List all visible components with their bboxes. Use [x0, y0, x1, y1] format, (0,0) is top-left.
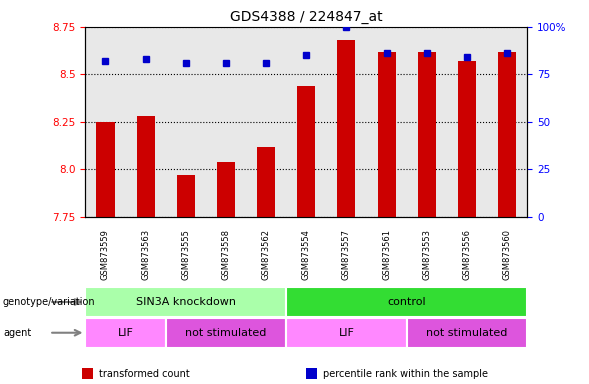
Title: GDS4388 / 224847_at: GDS4388 / 224847_at — [230, 10, 383, 25]
Bar — [286, 287, 527, 317]
Bar — [166, 318, 286, 348]
Bar — [85, 287, 286, 317]
Bar — [458, 61, 476, 217]
Text: SIN3A knockdown: SIN3A knockdown — [136, 297, 236, 307]
Text: GSM873561: GSM873561 — [382, 229, 391, 280]
Text: transformed count: transformed count — [99, 369, 190, 379]
Text: GSM873563: GSM873563 — [141, 229, 150, 280]
Text: genotype/variation: genotype/variation — [3, 297, 95, 307]
Text: LIF: LIF — [118, 328, 134, 338]
Text: GSM873556: GSM873556 — [462, 229, 471, 280]
Bar — [257, 147, 275, 217]
Bar — [406, 318, 527, 348]
Bar — [217, 162, 235, 217]
Text: GSM873554: GSM873554 — [302, 229, 311, 280]
Text: percentile rank within the sample: percentile rank within the sample — [323, 369, 488, 379]
Text: GSM873557: GSM873557 — [342, 229, 351, 280]
Text: GSM873559: GSM873559 — [101, 229, 110, 280]
Text: control: control — [388, 297, 426, 307]
Bar — [418, 51, 436, 217]
Text: GSM873560: GSM873560 — [502, 229, 512, 280]
Text: GSM873558: GSM873558 — [221, 229, 230, 280]
Bar — [297, 86, 315, 217]
Text: GSM873562: GSM873562 — [262, 229, 270, 280]
Text: not stimulated: not stimulated — [186, 328, 267, 338]
Bar — [378, 51, 396, 217]
Text: agent: agent — [3, 328, 31, 338]
Bar — [85, 318, 166, 348]
Bar — [286, 318, 406, 348]
Bar — [97, 122, 114, 217]
Bar — [498, 51, 516, 217]
Text: GSM873553: GSM873553 — [422, 229, 431, 280]
Bar — [137, 116, 155, 217]
Bar — [337, 40, 356, 217]
Text: LIF: LIF — [339, 328, 355, 338]
Text: GSM873555: GSM873555 — [181, 229, 190, 280]
Bar — [177, 175, 195, 217]
Text: not stimulated: not stimulated — [426, 328, 508, 338]
